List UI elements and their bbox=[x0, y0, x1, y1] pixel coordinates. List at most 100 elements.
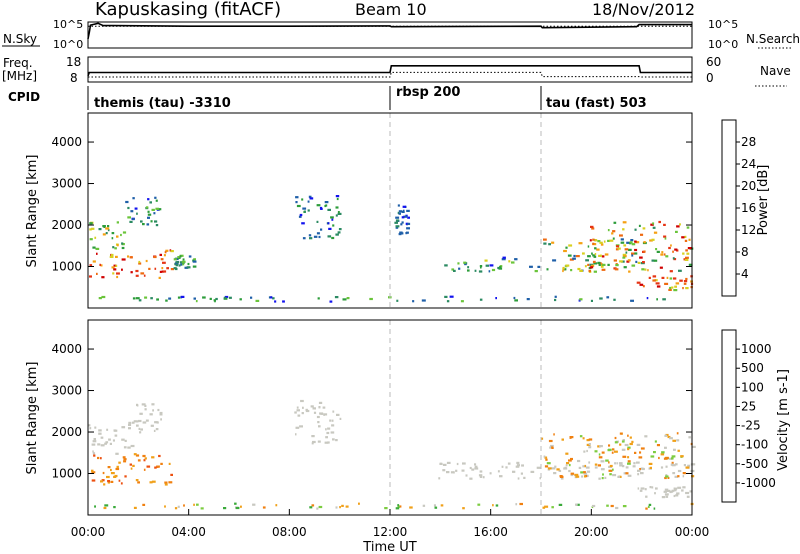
range-time-cell bbox=[147, 213, 152, 216]
range-time-cell bbox=[654, 279, 658, 282]
range-time-cell bbox=[492, 504, 494, 507]
range-time-cell bbox=[144, 296, 148, 299]
range-time-cell bbox=[100, 457, 102, 460]
range-time-cell bbox=[101, 276, 105, 279]
range-time-cell bbox=[327, 222, 330, 225]
range-time-cell bbox=[405, 222, 409, 225]
range-time-cell bbox=[159, 413, 163, 416]
range-time-cell bbox=[154, 220, 158, 223]
range-time-cell bbox=[128, 423, 132, 426]
range-time-cell bbox=[643, 250, 646, 253]
range-time-cell bbox=[647, 505, 650, 508]
range-time-cell bbox=[600, 468, 605, 471]
range-time-cell bbox=[674, 285, 677, 288]
range-time-cell bbox=[539, 477, 541, 480]
range-time-cell bbox=[111, 232, 115, 235]
range-time-cell bbox=[160, 418, 162, 421]
range-time-cell bbox=[636, 461, 640, 464]
range-time-cell bbox=[316, 415, 320, 419]
range-time-cell bbox=[671, 489, 675, 492]
range-time-cell bbox=[625, 466, 629, 469]
range-time-cell bbox=[648, 503, 652, 506]
range-time-cell bbox=[651, 259, 655, 262]
range-time-cell bbox=[335, 506, 338, 509]
range-time-cell bbox=[636, 443, 641, 446]
range-time-cell bbox=[479, 470, 483, 473]
range-time-cell bbox=[228, 296, 232, 299]
colorbar-frame bbox=[721, 329, 737, 503]
range-time-cell bbox=[299, 425, 303, 428]
range-time-cell bbox=[546, 462, 551, 465]
range-time-cell bbox=[613, 221, 617, 224]
range-time-cell bbox=[599, 241, 603, 244]
cpid-segment-2: rbsp 200 bbox=[396, 85, 460, 100]
range-time-cell bbox=[498, 267, 503, 270]
range-time-cell bbox=[549, 446, 551, 449]
range-time-cell bbox=[491, 268, 496, 272]
range-time-cell bbox=[449, 295, 454, 298]
range-time-cell bbox=[446, 300, 450, 303]
nsky-tick-bottom-right: 10^0 bbox=[708, 38, 738, 51]
range-time-cell bbox=[551, 241, 555, 244]
range-time-cell bbox=[644, 435, 648, 438]
range-time-cell bbox=[588, 446, 592, 449]
range-time-cell bbox=[678, 269, 682, 272]
range-time-cell bbox=[174, 262, 179, 265]
range-time-cell bbox=[112, 272, 115, 275]
range-time-cell bbox=[121, 242, 124, 245]
range-time-cell bbox=[564, 466, 567, 469]
range-time-cell bbox=[597, 240, 601, 243]
range-time-cell bbox=[320, 207, 323, 210]
range-time-cell bbox=[632, 465, 636, 468]
range-time-cell bbox=[565, 464, 568, 467]
range-time-cell bbox=[583, 450, 586, 453]
range-time-cell bbox=[607, 239, 610, 242]
range-time-cell bbox=[316, 220, 319, 223]
range-time-cell bbox=[154, 196, 157, 199]
range-time-cell bbox=[623, 266, 627, 269]
range-time-cell bbox=[115, 467, 120, 471]
range-time-cell bbox=[512, 470, 516, 473]
range-time-cell bbox=[335, 439, 338, 442]
range-time-cell bbox=[202, 296, 206, 299]
velocity-colorbar: 1000 500 100 25 -25 -100 -500 -1000 bbox=[721, 329, 776, 503]
range-time-cell bbox=[478, 270, 483, 273]
range-time-cell bbox=[672, 472, 676, 475]
range-time-cell bbox=[223, 296, 226, 299]
range-time-cell bbox=[592, 504, 596, 508]
range-time-cell bbox=[318, 235, 321, 239]
range-time-cell bbox=[574, 473, 579, 476]
range-time-cell bbox=[675, 494, 679, 497]
range-time-cell bbox=[102, 471, 105, 475]
range-time-cell bbox=[168, 481, 173, 484]
range-time-cell bbox=[107, 481, 110, 484]
range-time-cell bbox=[440, 504, 444, 507]
range-time-cell bbox=[592, 254, 596, 257]
range-time-cell bbox=[501, 258, 506, 261]
range-time-cell bbox=[566, 462, 570, 465]
range-time-cell bbox=[585, 466, 590, 469]
range-time-cell bbox=[664, 434, 668, 437]
range-time-cell bbox=[479, 298, 483, 301]
range-time-cell bbox=[92, 440, 97, 443]
range-time-cell bbox=[639, 256, 643, 259]
range-time-cell bbox=[89, 238, 93, 241]
range-time-cell bbox=[127, 206, 130, 210]
range-time-cell bbox=[553, 433, 555, 436]
nsky-series-line bbox=[87, 22, 692, 40]
range-time-cell bbox=[679, 279, 683, 282]
range-time-cell bbox=[148, 267, 151, 270]
range-time-cell bbox=[327, 208, 331, 211]
range-time-cell bbox=[674, 475, 679, 478]
range-time-cell bbox=[691, 475, 695, 478]
range-time-cell bbox=[89, 427, 92, 430]
range-time-cell bbox=[270, 296, 273, 299]
range-time-cell bbox=[137, 459, 141, 462]
range-time-cell bbox=[110, 468, 112, 472]
range-time-cell bbox=[612, 468, 614, 471]
range-time-cell bbox=[495, 504, 499, 507]
range-time-cell bbox=[624, 443, 629, 447]
range-time-cell bbox=[577, 459, 581, 463]
range-time-cell bbox=[568, 469, 571, 473]
range-time-cell bbox=[663, 235, 667, 238]
